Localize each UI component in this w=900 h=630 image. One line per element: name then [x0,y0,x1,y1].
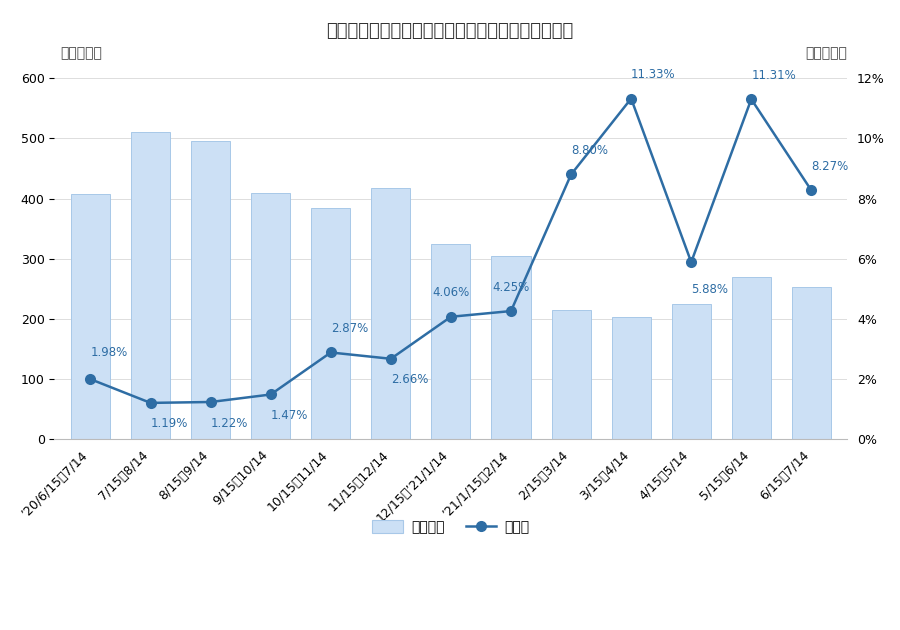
Text: 東京ミッドタウンクリニックでの抗体検査の陽性率: 東京ミッドタウンクリニックでの抗体検査の陽性率 [327,22,573,40]
Bar [251,193,290,438]
Bar [372,188,410,438]
Text: 11.33%: 11.33% [631,68,676,81]
Bar [671,304,711,438]
Text: 2.66%: 2.66% [391,374,428,386]
Text: 2.87%: 2.87% [331,322,368,335]
Text: 11.31%: 11.31% [752,69,796,82]
Text: 4.06%: 4.06% [432,286,470,299]
Text: 1.22%: 1.22% [211,416,248,430]
Text: （陽性率）: （陽性率） [806,47,848,60]
Text: 5.88%: 5.88% [691,283,728,295]
Bar [431,244,471,438]
Bar [311,207,350,438]
Bar [552,309,590,438]
Text: 1.47%: 1.47% [271,409,308,422]
Text: （検査数）: （検査数） [60,47,103,60]
Bar [71,194,110,438]
Bar [191,142,230,438]
Text: 1.98%: 1.98% [91,346,128,358]
Text: 8.80%: 8.80% [572,144,608,157]
Text: 8.27%: 8.27% [812,160,849,173]
Bar [612,318,651,438]
Text: 4.25%: 4.25% [492,280,529,294]
Bar [131,132,170,438]
Bar [732,277,770,438]
Legend: 検査件数, 陽性例: 検査件数, 陽性例 [367,515,536,540]
Text: 1.19%: 1.19% [150,418,188,430]
Bar [491,256,530,438]
Bar [792,287,831,438]
